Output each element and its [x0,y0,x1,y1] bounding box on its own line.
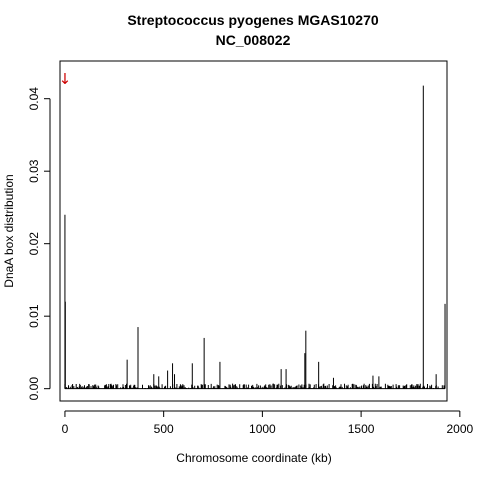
chart-title: Streptococcus pyogenes MGAS10270 [127,12,379,28]
y-tick-label: 0.01 [27,304,41,328]
y-axis-label: DnaA box distribution [2,174,16,287]
x-tick-label: 1500 [348,422,375,436]
y-tick-label: 0.02 [27,232,41,256]
x-axis: 0 500 1000 1500 2000 [62,410,474,436]
x-tick-label: 500 [154,422,174,436]
x-tick-label: 2000 [446,422,473,436]
x-tick-label: 1000 [249,422,276,436]
y-tick-label: 0.00 [27,377,41,401]
y-tick-label: 0.04 [27,87,41,111]
bars [64,85,446,389]
plot-frame [59,60,448,402]
marker-arrow: ↓ [59,70,72,88]
x-axis-label: Chromosome coordinate (kb) [176,451,331,465]
y-axis: 0.00 0.01 0.02 0.03 0.04 [27,87,51,401]
baseline-noise [64,383,446,390]
y-tick-label: 0.03 [27,159,41,183]
chart-subtitle: NC_008022 [216,32,291,48]
x-tick-label: 0 [62,422,69,436]
